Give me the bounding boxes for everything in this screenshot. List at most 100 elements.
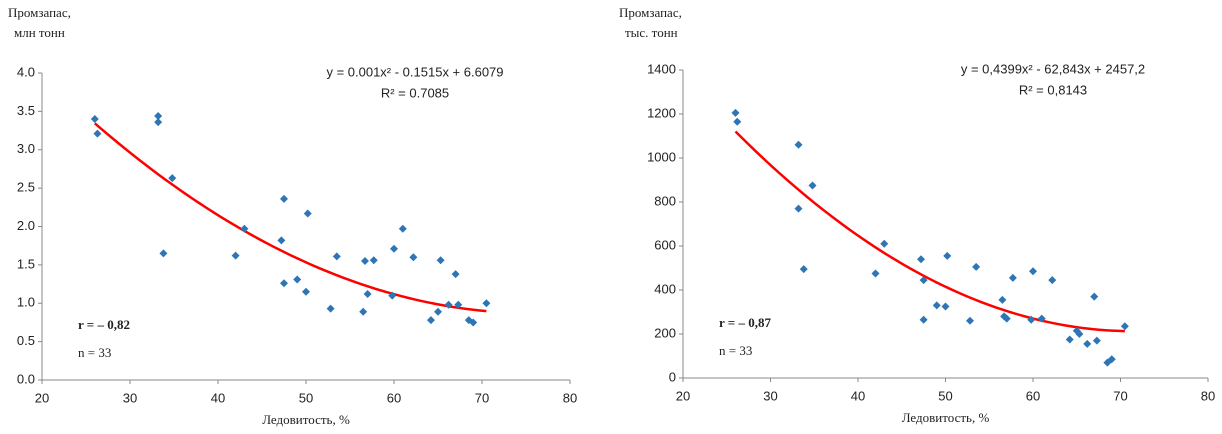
point (1075, 330, 1084, 338)
point (159, 249, 168, 258)
y-tick-label: 0.5 (17, 333, 35, 348)
x-axis-title: Ледовитость, % (902, 410, 990, 425)
y-tick-label: 0 (669, 369, 676, 384)
x-tick-label: 20 (35, 390, 49, 405)
y-tick-label: 2.5 (17, 180, 35, 195)
point (966, 316, 974, 325)
x-tick-label: 50 (299, 390, 313, 405)
point (1008, 273, 1017, 282)
point (794, 204, 803, 213)
n-label: n = 33 (78, 345, 111, 360)
y-tick-label: 800 (654, 193, 676, 208)
trend-line (734, 130, 1125, 333)
y-tick-label: 1.5 (17, 256, 35, 271)
x-tick-label: 70 (1113, 388, 1127, 403)
point (359, 307, 368, 316)
point (482, 299, 491, 308)
point (1027, 315, 1036, 324)
point (240, 224, 249, 233)
point (1037, 314, 1046, 323)
x-tick-label: 20 (676, 388, 690, 403)
point (302, 287, 310, 296)
point (1002, 314, 1011, 323)
y-axis-title: тыс. тонн (625, 25, 678, 40)
y-tick-label: 3.0 (17, 141, 35, 156)
y-tick-label: 1.0 (17, 295, 35, 310)
point (369, 256, 378, 265)
equation: y = 0,4399x² - 62,843x + 2457,2 (961, 61, 1145, 76)
point (398, 224, 407, 233)
trend-line (93, 122, 487, 313)
point (363, 290, 372, 299)
point (1083, 339, 1092, 348)
chart: 0.0 0.5 1.0 1.5 2.0 2.5 3.0 3.5 4.0 20 30 40 50 60 70 8… (8, 5, 577, 427)
point (277, 236, 286, 245)
n-label: n = 33 (719, 343, 752, 358)
point (168, 174, 177, 183)
point (1090, 292, 1099, 301)
r-squared: R² = 0.7085 (381, 85, 449, 100)
x-tick-label: 60 (1026, 388, 1040, 403)
point (154, 111, 163, 120)
y-tick-label: 2.0 (17, 218, 35, 233)
x-tick-label: 30 (123, 390, 137, 405)
r-squared: R² = 0,8143 (1019, 82, 1087, 97)
point (409, 253, 418, 262)
y-tick-label: 0.0 (17, 371, 35, 386)
y-tick-label: 1200 (647, 105, 676, 120)
y-tick-label: 600 (654, 237, 676, 252)
point (469, 318, 478, 327)
point (436, 256, 445, 265)
y-tick-label: 400 (654, 281, 676, 296)
point (293, 275, 302, 284)
point (1120, 322, 1129, 331)
point (871, 269, 880, 278)
x-tick-label: 80 (563, 390, 577, 405)
point (90, 115, 99, 124)
x-tick-label: 60 (387, 390, 401, 405)
point (444, 300, 453, 309)
point (919, 315, 928, 324)
point (880, 239, 889, 248)
point (231, 251, 240, 260)
y-tick-label: 1400 (647, 61, 676, 76)
point (326, 304, 335, 313)
x-axis-title: Ледовитость, % (262, 412, 350, 427)
point (451, 270, 460, 279)
point (1092, 336, 1101, 345)
y-axis-title: Промзапас, (8, 5, 71, 20)
point (434, 307, 442, 316)
point (1048, 276, 1057, 285)
point (794, 140, 803, 149)
r-label: r = – 0,87 (719, 315, 771, 330)
point (733, 117, 742, 126)
equation: y = 0.001x² - 0.1515x + 6.6079 (326, 64, 503, 79)
point (280, 279, 288, 288)
x-tick-label: 50 (938, 388, 952, 403)
point (932, 301, 941, 310)
point (919, 276, 928, 285)
point (388, 291, 397, 300)
x-tick-label: 80 (1201, 388, 1215, 403)
point (426, 316, 435, 325)
x-tick-label: 40 (851, 388, 865, 403)
r-label: r = – 0,82 (78, 317, 130, 332)
y-tick-label: 200 (654, 325, 676, 340)
point (454, 300, 463, 309)
point (941, 302, 950, 311)
point (943, 251, 952, 260)
point (1107, 355, 1116, 364)
point (1065, 335, 1074, 344)
y-axis-title: млн тонн (14, 25, 65, 40)
y-axis-title: Промзапас, (619, 5, 682, 20)
point (1029, 267, 1037, 276)
y-tick-label: 1000 (647, 149, 676, 164)
point (360, 257, 369, 266)
point (731, 108, 740, 117)
point (332, 252, 341, 261)
point (390, 244, 398, 253)
point (972, 262, 981, 271)
point (303, 209, 312, 218)
x-tick-label: 40 (211, 390, 225, 405)
point (808, 181, 817, 190)
